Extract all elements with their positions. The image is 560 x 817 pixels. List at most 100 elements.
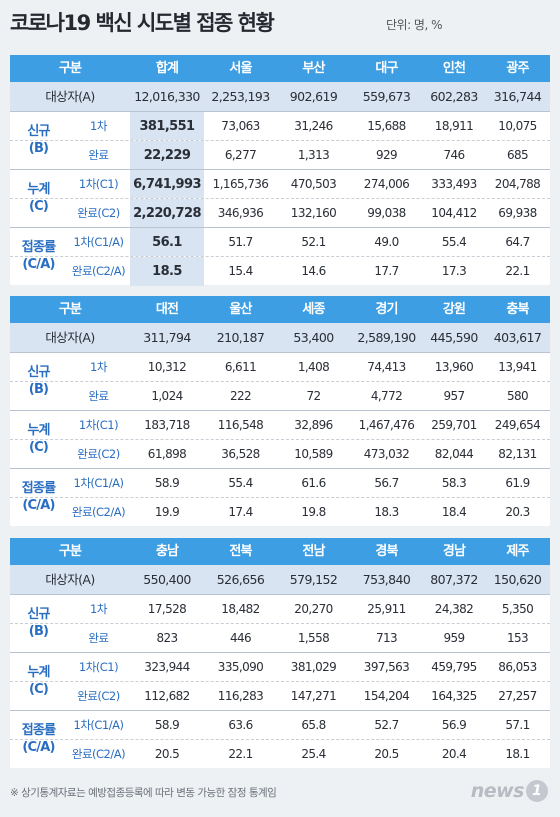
table-row: 1차 17,528 18,482 20,270 25,911 24,382 5,350 bbox=[10, 594, 550, 623]
row-value: 86,053 bbox=[498, 660, 537, 674]
new-group-label: 신규 (B) bbox=[10, 594, 67, 652]
row-value: 18.1 bbox=[505, 747, 530, 761]
row-value: 17.7 bbox=[374, 264, 399, 278]
target-value: 12,016,330 bbox=[134, 89, 200, 104]
row-value: 17.3 bbox=[441, 264, 467, 278]
row-value: 1,024 bbox=[151, 389, 183, 403]
rate-group-label: 접종률 (C/A) bbox=[10, 710, 67, 768]
row-value: 17.4 bbox=[228, 505, 253, 519]
row-value: 746 bbox=[443, 148, 465, 162]
logo-mark-icon: 1 bbox=[526, 780, 548, 802]
row-value: 147,271 bbox=[290, 689, 337, 703]
row-sub-label: 완료 bbox=[88, 148, 109, 162]
row-value: 183,718 bbox=[144, 418, 190, 432]
row-sub-label: 1차(C1/A) bbox=[73, 235, 124, 249]
group-label-line: (C/A) bbox=[22, 498, 55, 513]
row-sub-label: 1차 bbox=[90, 119, 107, 133]
group-label-line: (B) bbox=[28, 624, 49, 639]
row-sub-label: 완료 bbox=[88, 631, 109, 645]
region-header: 경북 bbox=[375, 544, 398, 559]
target-value: 807,372 bbox=[430, 572, 478, 587]
row-value: 57.1 bbox=[505, 718, 530, 732]
table-header-row: 구분 합계 서울 부산 대구 인천 광주 bbox=[10, 55, 550, 82]
group-label-line: (C/A) bbox=[22, 740, 55, 755]
row-value: 74,413 bbox=[367, 360, 406, 374]
row-value: 64.7 bbox=[505, 235, 530, 249]
row-value: 58.3 bbox=[441, 476, 467, 490]
region-header: 대구 bbox=[375, 61, 398, 76]
new-group-label: 신규 (B) bbox=[10, 352, 67, 410]
row-value: 470,503 bbox=[290, 177, 337, 191]
row-value: 222 bbox=[229, 389, 252, 403]
row-value: 61,898 bbox=[147, 447, 187, 461]
row-value: 18,911 bbox=[434, 119, 474, 133]
group-label-line: (C) bbox=[28, 440, 49, 455]
row-value: 10,589 bbox=[294, 447, 333, 461]
table-header-row: 구분 충남 전북 전남 경북 경남 제주 bbox=[10, 538, 550, 565]
row-value: 73,063 bbox=[221, 119, 260, 133]
row-value: 55.4 bbox=[228, 476, 253, 490]
row-value: 4,772 bbox=[370, 389, 403, 403]
page-title: 코로나19 백신 시도별 접종 현황 bbox=[10, 11, 275, 35]
target-row: 대상자(A) 311,794 210,187 53,400 2,589,190 445,5… bbox=[10, 323, 550, 352]
row-value: 63.6 bbox=[228, 718, 253, 732]
table-row: 완료(C2) 61,898 36,528 10,589 473,032 82,044 82,… bbox=[10, 439, 550, 468]
target-value: 753,840 bbox=[362, 572, 411, 587]
row-value: 49.0 bbox=[374, 235, 399, 249]
table-3: 구분 충남 전북 전남 경북 경남 제주 대상자(A) 550,400 526,656 579,15… bbox=[10, 538, 550, 768]
row-value: 27,257 bbox=[498, 689, 537, 703]
row-value: 20.5 bbox=[374, 747, 399, 761]
row-value: 69,938 bbox=[498, 206, 537, 220]
group-label-line: 신규 bbox=[27, 607, 50, 622]
group-label-line: (B) bbox=[28, 141, 49, 156]
row-value: 580 bbox=[506, 389, 529, 403]
target-value: 902,619 bbox=[289, 89, 338, 104]
row-value: 15,688 bbox=[367, 119, 406, 133]
region-header: 경기 bbox=[375, 302, 398, 317]
row-value: 58.9 bbox=[154, 476, 180, 490]
row-value: 22,229 bbox=[130, 141, 204, 170]
news1-logo: news 1 bbox=[471, 776, 548, 806]
row-value: 18,482 bbox=[221, 602, 260, 616]
row-value: 1,165,736 bbox=[212, 177, 269, 191]
category-header: 구분 bbox=[58, 302, 82, 317]
row-value: 164,325 bbox=[431, 689, 477, 703]
region-header: 서울 bbox=[229, 61, 252, 76]
table-row: 완료(C2/A) 20.5 22.1 25.4 20.5 20.4 18.1 bbox=[10, 739, 550, 768]
footer-note: ※ 상기통계자료는 예방접종등록에 따라 변동 가능한 잠정 통계임 bbox=[10, 787, 277, 799]
region-header: 제주 bbox=[506, 544, 529, 559]
row-value: 17,528 bbox=[147, 602, 187, 616]
row-value: 51.7 bbox=[228, 235, 253, 249]
row-sub-label: 완료(C2) bbox=[77, 447, 120, 461]
row-value: 20.3 bbox=[505, 505, 530, 519]
target-value: 403,617 bbox=[493, 330, 542, 345]
group-label-line: 누계 bbox=[27, 423, 50, 438]
group-label-line: 신규 bbox=[27, 365, 50, 380]
row-sub-label: 완료(C2/A) bbox=[71, 505, 126, 519]
row-value: 10,312 bbox=[147, 360, 187, 374]
row-value: 333,493 bbox=[431, 177, 477, 191]
row-sub-label: 1차(C1/A) bbox=[73, 476, 124, 490]
group-label-line: 누계 bbox=[27, 182, 50, 197]
target-value: 311,794 bbox=[143, 330, 191, 345]
row-value: 381,551 bbox=[130, 112, 204, 141]
row-value: 14.6 bbox=[301, 264, 326, 278]
row-value: 24,382 bbox=[434, 602, 474, 616]
region-header: 전남 bbox=[302, 544, 325, 559]
region-header: 대전 bbox=[155, 302, 179, 317]
target-value: 316,744 bbox=[493, 89, 542, 104]
row-value: 6,277 bbox=[224, 148, 257, 162]
region-header: 부산 bbox=[302, 61, 325, 76]
row-value: 25.4 bbox=[301, 747, 326, 761]
row-value: 713 bbox=[375, 631, 398, 645]
row-value: 249,654 bbox=[494, 418, 541, 432]
table-row: 완료(C2/A) 18.5 15.4 14.6 17.7 17.3 22.1 bbox=[10, 256, 550, 286]
category-header: 구분 bbox=[58, 544, 82, 559]
row-value: 32,896 bbox=[294, 418, 333, 432]
target-value: 210,187 bbox=[216, 330, 265, 345]
region-header: 세종 bbox=[302, 302, 325, 317]
row-value: 116,283 bbox=[217, 689, 264, 703]
row-sub-label: 1차(C1) bbox=[78, 418, 119, 432]
cumulative-group-label: 누계 (C) bbox=[10, 652, 67, 710]
table-row: 완료 1,024 222 72 4,772 957 580 bbox=[10, 381, 550, 410]
